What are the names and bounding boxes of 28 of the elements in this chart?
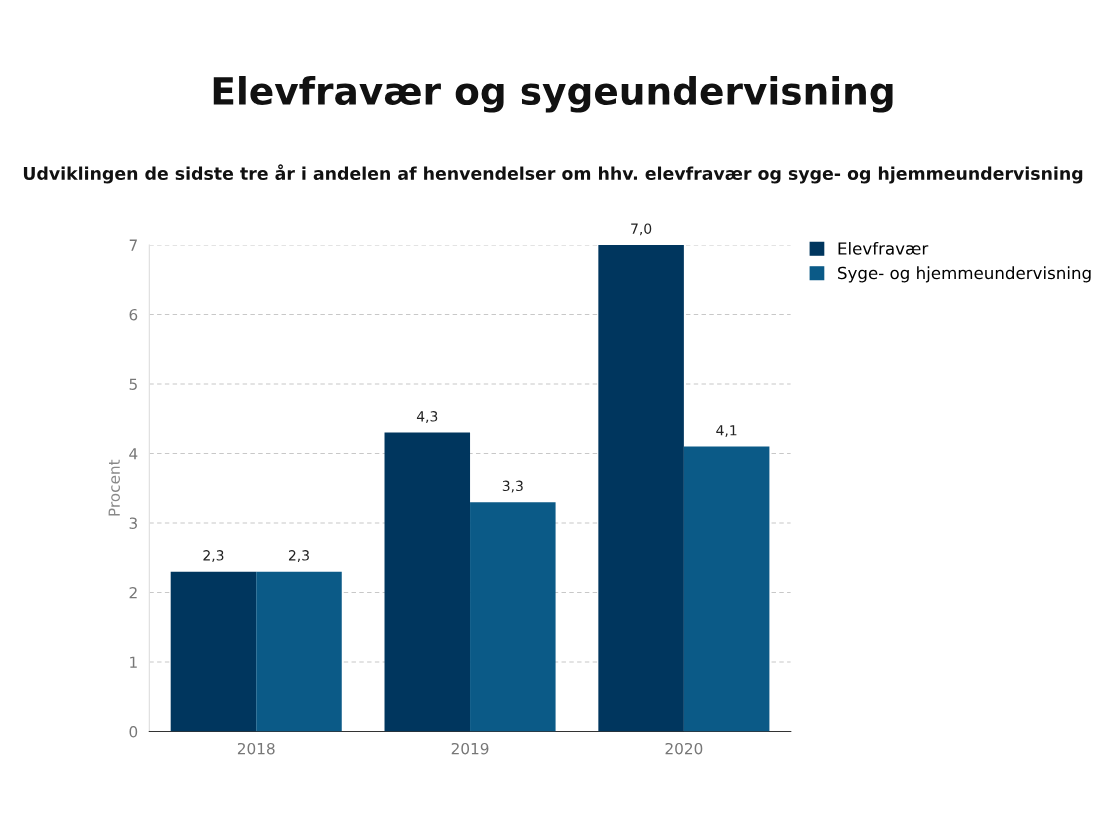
- data-label: 4,3: [416, 411, 438, 424]
- bar: [170, 571, 257, 732]
- data-label: 3,3: [502, 480, 523, 493]
- y-tick-label: 0: [129, 725, 138, 738]
- bar: [683, 446, 770, 732]
- y-tick-label: 7: [129, 239, 137, 251]
- y-tick-label: 3: [129, 517, 137, 529]
- bar: [256, 571, 342, 732]
- y-tick-label: 2: [129, 586, 137, 599]
- y-tick-label: 6: [129, 308, 138, 321]
- data-label: 2,3: [203, 550, 224, 563]
- data-label: 2,3: [288, 550, 309, 563]
- x-tick-label: 2020: [665, 742, 703, 755]
- y-axis-title: Procent: [108, 459, 120, 516]
- y-tick-label: 5: [129, 378, 137, 390]
- legend-label: Syge- og hjemmeundervisning: [838, 266, 1091, 283]
- x-tick-label: 2019: [451, 742, 489, 755]
- bar: [598, 244, 684, 732]
- y-tick-label: 1: [130, 656, 137, 668]
- y-tick-label: 4: [129, 448, 138, 460]
- legend-label: Elevfravær: [838, 241, 929, 255]
- bar: [470, 502, 556, 732]
- chart-title: Elevfravær og sygeundervisning: [213, 76, 893, 113]
- bar: [384, 432, 471, 732]
- chart-subtitle: Udviklingen de sidste tre år i andelen af henvendelser om hhv. elevfravær og syge- og hjemmeundervisning: [23, 164, 1083, 184]
- data-label: 4,1: [716, 425, 737, 437]
- x-tick-label: 2018: [237, 742, 275, 755]
- data-label: 7,0: [631, 223, 652, 236]
